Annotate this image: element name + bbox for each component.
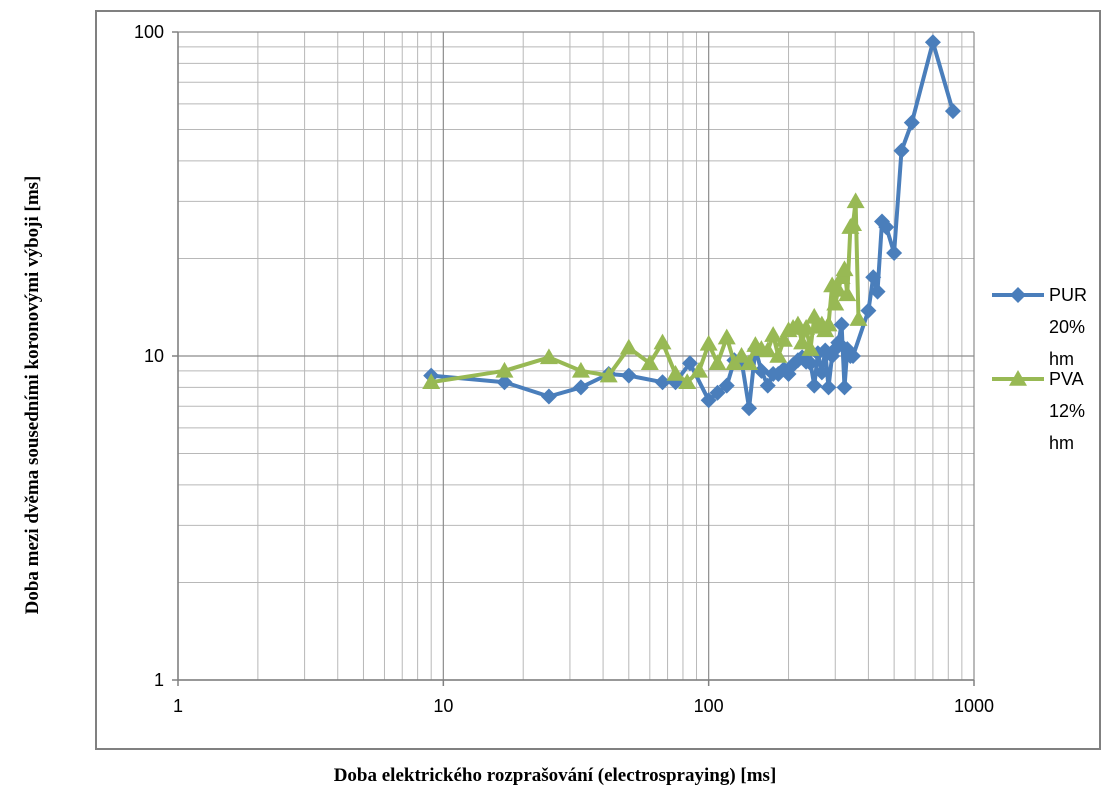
data-point bbox=[806, 377, 823, 394]
legend-label: hm bbox=[1049, 349, 1074, 369]
data-point bbox=[653, 333, 672, 350]
data-point bbox=[571, 361, 590, 378]
data-point bbox=[860, 302, 877, 319]
data-point bbox=[838, 285, 857, 302]
data-point bbox=[801, 340, 820, 356]
data-point bbox=[836, 379, 853, 396]
legend-label: 12% bbox=[1049, 401, 1085, 421]
data-point bbox=[833, 316, 850, 333]
data-point bbox=[802, 355, 819, 372]
y-tick-label: 10 bbox=[144, 346, 164, 366]
data-point bbox=[829, 280, 848, 297]
data-point bbox=[819, 315, 838, 332]
y-tick-label: 100 bbox=[134, 22, 164, 42]
data-point bbox=[865, 269, 882, 286]
data-point bbox=[846, 192, 865, 209]
data-point bbox=[886, 244, 903, 261]
data-point bbox=[793, 333, 812, 350]
data-point bbox=[690, 361, 709, 378]
data-point bbox=[718, 377, 735, 394]
data-point bbox=[717, 328, 736, 345]
data-point bbox=[678, 373, 697, 389]
data-point bbox=[681, 355, 698, 372]
data-point bbox=[835, 260, 854, 277]
data-point bbox=[813, 364, 830, 381]
series-2 bbox=[422, 192, 868, 389]
data-point bbox=[422, 373, 441, 389]
data-point bbox=[654, 374, 671, 391]
data-point bbox=[700, 392, 717, 409]
data-point bbox=[640, 354, 659, 370]
x-tick-label: 100 bbox=[694, 696, 724, 716]
legend-label: hm bbox=[1049, 433, 1074, 453]
data-point bbox=[903, 114, 920, 131]
legend-marker bbox=[1009, 370, 1027, 386]
data-point bbox=[893, 142, 910, 159]
chart-area: 1 10 100 1000 1 10 100 PUR 20% hm PVA 12% hm bbox=[95, 10, 1101, 750]
data-point bbox=[753, 362, 770, 379]
data-point bbox=[845, 348, 862, 364]
data-point bbox=[759, 377, 776, 394]
data-point bbox=[758, 341, 777, 358]
data-point bbox=[539, 348, 558, 365]
data-point bbox=[740, 354, 759, 370]
data-point bbox=[844, 215, 863, 232]
data-point bbox=[769, 347, 788, 363]
data-point bbox=[572, 379, 589, 396]
data-point bbox=[709, 384, 726, 401]
data-point bbox=[741, 400, 758, 417]
data-point bbox=[620, 367, 637, 384]
data-point bbox=[619, 338, 638, 355]
data-point bbox=[496, 374, 513, 391]
data-point bbox=[708, 354, 727, 370]
legend-label: PVA bbox=[1049, 369, 1084, 389]
data-point bbox=[699, 334, 718, 351]
data-point bbox=[495, 361, 514, 378]
x-axis-title: Doba elektrického rozprašování (electros… bbox=[333, 765, 777, 786]
data-point bbox=[924, 34, 941, 51]
data-point bbox=[869, 283, 886, 300]
y-tick-label: 1 bbox=[154, 670, 164, 690]
data-point bbox=[599, 366, 618, 383]
data-point bbox=[944, 103, 961, 120]
y-axis-title: Doba mezi dvěma sousedními koronovými vý… bbox=[22, 175, 43, 615]
legend-marker bbox=[1010, 287, 1026, 303]
legend-label: PUR bbox=[1049, 285, 1087, 305]
data-point bbox=[774, 331, 793, 347]
legend-item: PUR 20% hm bbox=[992, 285, 1087, 369]
series-line bbox=[431, 40, 955, 411]
series-1 bbox=[423, 34, 961, 417]
data-point bbox=[820, 379, 837, 396]
data-point bbox=[826, 294, 845, 311]
x-tick-label: 1 bbox=[173, 696, 183, 716]
x-tick-label: 10 bbox=[433, 696, 453, 716]
x-tick-label: 1000 bbox=[954, 696, 994, 716]
data-point bbox=[878, 219, 895, 236]
data-point bbox=[849, 310, 868, 326]
data-point bbox=[666, 364, 685, 381]
legend-label: 20% bbox=[1049, 317, 1085, 337]
data-point bbox=[540, 388, 557, 405]
data-point bbox=[764, 326, 783, 342]
series-line bbox=[430, 199, 861, 385]
legend-item: PVA 12% hm bbox=[992, 369, 1085, 453]
data-point bbox=[732, 347, 751, 363]
